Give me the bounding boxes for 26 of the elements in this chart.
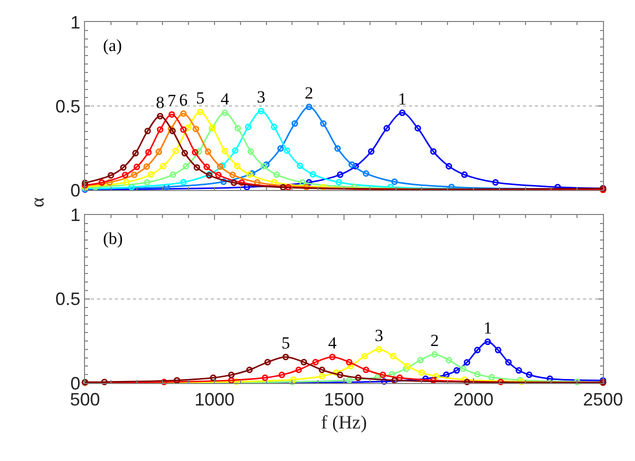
- y-tick-label: 0.5: [55, 289, 80, 310]
- series-label: 3: [374, 326, 384, 345]
- y-axis-title: α: [27, 197, 48, 208]
- series-label: 4: [328, 334, 338, 353]
- x-tick-label: 1500: [324, 390, 364, 410]
- x-tick-label: 2000: [453, 390, 494, 410]
- y-tick-label: 0: [70, 180, 80, 200]
- y-tick-label: 1: [70, 205, 80, 226]
- series-label: 2: [430, 331, 439, 350]
- series-label: 4: [220, 89, 230, 108]
- series-label: 5: [196, 88, 205, 108]
- x-tick-label: 1000: [194, 390, 235, 410]
- x-tick-label: 2500: [582, 390, 624, 410]
- series-label: 1: [398, 89, 407, 108]
- series-label: 5: [281, 334, 290, 353]
- series-label: 3: [256, 88, 266, 107]
- y-tick-label: 1: [70, 12, 80, 32]
- series-label: 8: [156, 92, 164, 112]
- series-label: 1: [484, 318, 492, 338]
- annotation: (b): [103, 229, 123, 248]
- series-label: 2: [304, 84, 314, 103]
- series-label: 6: [179, 90, 188, 110]
- annotation: (a): [103, 36, 122, 55]
- series-label: 7: [168, 91, 177, 110]
- y-tick-label: 0.5: [55, 96, 80, 116]
- x-axis-title: f (Hz): [321, 412, 367, 434]
